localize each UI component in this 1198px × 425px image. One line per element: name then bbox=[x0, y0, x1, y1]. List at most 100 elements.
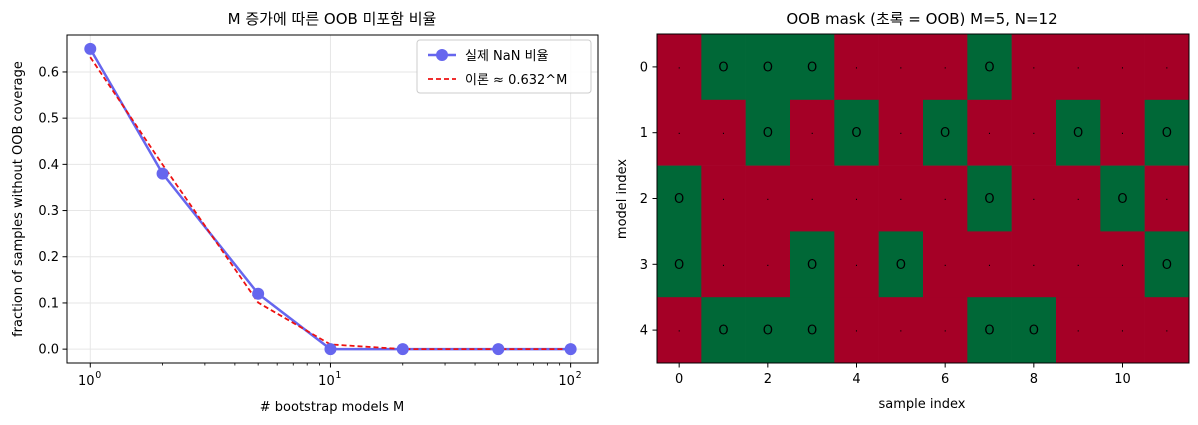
heatmap-y-ticks: 0 1 2 3 4 bbox=[640, 60, 657, 339]
x-tick-label: 10 bbox=[558, 374, 575, 389]
heatmap-cell-inbag bbox=[1056, 165, 1101, 232]
heatmap-cell-label: O bbox=[984, 60, 994, 75]
heatmap-cell-oob bbox=[834, 99, 879, 166]
heatmap-cell-label: O bbox=[940, 126, 950, 141]
heatmap-cell-inbag bbox=[1011, 231, 1057, 298]
heatmap-cell-inbag bbox=[790, 165, 835, 232]
heatmap-cell-oob bbox=[923, 99, 968, 166]
heatmap-cell-label: · bbox=[1077, 195, 1080, 206]
heatmap-cell-label: O bbox=[851, 126, 861, 141]
heatmap-cell-inbag bbox=[745, 231, 791, 298]
series-point-actual bbox=[324, 343, 337, 356]
heatmap-cell-oob bbox=[1056, 99, 1101, 166]
heatmap-cell-inbag bbox=[923, 231, 968, 298]
heatmap-cell-inbag bbox=[1011, 165, 1057, 232]
heatmap-cell-label: · bbox=[1032, 129, 1035, 140]
heatmap-cell-label: · bbox=[722, 195, 725, 206]
heatmap-cell-label: · bbox=[855, 195, 858, 206]
line-chart-series bbox=[84, 42, 577, 356]
heatmap-cell-label: O bbox=[807, 324, 817, 339]
heatmap-cell-label: · bbox=[1121, 129, 1124, 140]
heatmap-cell-inbag bbox=[745, 165, 791, 232]
heatmap-cell-inbag bbox=[878, 165, 924, 232]
heatmap-cell-label: O bbox=[807, 60, 817, 75]
heatmap-x-axis-label: sample index bbox=[879, 397, 966, 412]
heatmap-cell-inbag bbox=[834, 165, 879, 232]
heatmap-cells: · O O O · · · O · · · · · · O · O · O · · O · O O · · · · · · O · · O · O · · O… bbox=[657, 34, 1190, 364]
series-point-actual bbox=[84, 42, 97, 55]
heatmap-chart: OOB mask (초록 = OOB) M=5, N=12 · O O O · · · O · ·… bbox=[615, 10, 1190, 412]
heatmap-cell-oob bbox=[790, 34, 835, 101]
heatmap-cell-oob bbox=[701, 297, 746, 364]
heatmap-cell-label: O bbox=[807, 258, 817, 273]
heatmap-cell-label: O bbox=[1073, 126, 1083, 141]
heatmap-cell-label: O bbox=[896, 258, 906, 273]
heatmap-cell-label: · bbox=[899, 129, 902, 140]
heatmap-cell-label: · bbox=[766, 261, 769, 272]
heatmap-cell-inbag bbox=[923, 165, 968, 232]
heatmap-cell-inbag bbox=[1144, 165, 1190, 232]
heatmap-cell-oob bbox=[967, 34, 1012, 101]
heatmap-cell-label: · bbox=[855, 327, 858, 338]
heatmap-cell-label: O bbox=[1117, 192, 1127, 207]
heatmap-cell-inbag bbox=[1100, 34, 1145, 101]
x-tick-label: 8 bbox=[1030, 372, 1038, 387]
heatmap-cell-label: · bbox=[944, 195, 947, 206]
heatmap-cell-label: · bbox=[944, 63, 947, 74]
heatmap-cell-label: · bbox=[899, 195, 902, 206]
y-tick-label: 0.4 bbox=[38, 158, 59, 173]
heatmap-cell-label: · bbox=[1121, 63, 1124, 74]
x-tick-label: 10 bbox=[318, 374, 335, 389]
line-chart-y-axis-label: fraction of samples without OOB coverage bbox=[11, 61, 26, 337]
x-tick-label: 0 bbox=[675, 372, 683, 387]
heatmap-cell-label: O bbox=[674, 258, 684, 273]
heatmap-cell-label: · bbox=[1121, 327, 1124, 338]
series-point-actual bbox=[156, 167, 169, 180]
heatmap-cell-label: O bbox=[1029, 324, 1039, 339]
heatmap-cell-inbag bbox=[923, 34, 968, 101]
line-chart-plot-frame bbox=[66, 34, 599, 364]
heatmap-cell-label: · bbox=[1165, 327, 1168, 338]
heatmap-cell-inbag bbox=[701, 165, 746, 232]
heatmap-cell-label: O bbox=[763, 60, 773, 75]
series-point-actual bbox=[564, 343, 577, 356]
heatmap-cell-label: O bbox=[674, 192, 684, 207]
y-tick-label: 0.1 bbox=[38, 296, 59, 311]
line-chart-y-ticks: 0.0 0.1 0.2 0.3 0.4 0.5 0.6 bbox=[38, 65, 67, 358]
x-tick-label-exponent: 1 bbox=[335, 370, 341, 381]
line-chart: M 증가에 따른 OOB 미포함 비율 10 0 10 1 10 2 0.00.10.20… bbox=[11, 10, 599, 415]
heatmap-cell-label: · bbox=[1077, 327, 1080, 338]
heatmap-cell-oob bbox=[1011, 297, 1057, 364]
heatmap-cell-inbag bbox=[1144, 34, 1190, 101]
x-tick-label: 10 bbox=[78, 374, 95, 389]
heatmap-cell-oob bbox=[657, 165, 702, 232]
heatmap-cell-inbag bbox=[1144, 297, 1190, 364]
heatmap-title: OOB mask (초록 = OOB) M=5, N=12 bbox=[786, 10, 1057, 28]
heatmap-cell-label: · bbox=[944, 261, 947, 272]
y-tick-label: 3 bbox=[640, 258, 648, 273]
y-tick-label: 0.3 bbox=[38, 204, 59, 219]
heatmap-cell-label: · bbox=[811, 129, 814, 140]
heatmap-cell-label: · bbox=[678, 327, 681, 338]
heatmap-cell-inbag bbox=[657, 297, 702, 364]
y-tick-label: 2 bbox=[640, 192, 648, 207]
heatmap-cell-label: · bbox=[722, 261, 725, 272]
heatmap-cell-oob bbox=[657, 231, 702, 298]
series-point-actual bbox=[396, 343, 409, 356]
y-tick-label: 4 bbox=[640, 324, 648, 339]
heatmap-cell-inbag bbox=[657, 99, 702, 166]
heatmap-cell-inbag bbox=[1056, 34, 1101, 101]
heatmap-cell-label: · bbox=[678, 129, 681, 140]
heatmap-cell-oob bbox=[967, 165, 1012, 232]
heatmap-cell-label: · bbox=[678, 63, 681, 74]
heatmap-cell-label: · bbox=[899, 63, 902, 74]
heatmap-cell-inbag bbox=[834, 34, 879, 101]
heatmap-cell-oob bbox=[745, 99, 791, 166]
heatmap-cell-label: O bbox=[1162, 126, 1172, 141]
line-chart-title: M 증가에 따른 OOB 미포함 비율 bbox=[228, 10, 437, 28]
heatmap-cell-label: · bbox=[1121, 261, 1124, 272]
heatmap-cell-inbag bbox=[878, 34, 924, 101]
heatmap-cell-label: · bbox=[988, 129, 991, 140]
heatmap-cell-label: · bbox=[1032, 261, 1035, 272]
x-tick-label-exponent: 2 bbox=[576, 370, 582, 381]
